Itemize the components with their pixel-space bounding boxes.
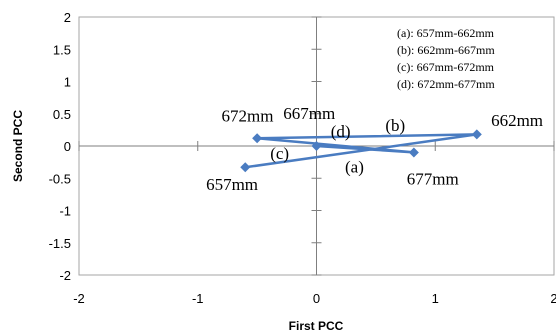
legend-entry: (d): 672mm-677mm bbox=[397, 77, 495, 91]
data-point-marker bbox=[240, 162, 251, 173]
y-tick-label: -1.5 bbox=[49, 236, 71, 251]
x-tick-label: 2 bbox=[550, 291, 556, 306]
annotation-label: (b) bbox=[385, 116, 405, 135]
x-tick-label: 1 bbox=[432, 291, 439, 306]
legend-entry: (b): 662mm-667mm bbox=[397, 43, 495, 57]
annotation-label: 672mm bbox=[222, 106, 274, 125]
x-tick-label: 0 bbox=[313, 291, 320, 306]
x-tick-label: -2 bbox=[73, 291, 85, 306]
annotation-label: (a) bbox=[345, 157, 364, 176]
x-tick-label: -1 bbox=[192, 291, 204, 306]
legend: (a): 657mm-662mm (b): 662mm-667mm (c): 667… bbox=[397, 26, 495, 91]
y-axis-title: Second PCC bbox=[11, 110, 25, 182]
annotation-label: 657mm bbox=[206, 175, 258, 194]
series-layer bbox=[240, 129, 482, 173]
x-axis-title: First PCC bbox=[289, 319, 344, 333]
y-tick-label: -0.5 bbox=[49, 171, 71, 186]
data-point-marker bbox=[471, 129, 482, 140]
tick-labels: -2 -1 0 1 2 2 1.5 1 0.5 0 -0.5 -1 -1.5 -2 bbox=[49, 10, 556, 306]
data-point-marker bbox=[252, 133, 263, 144]
annotation-label: (d) bbox=[331, 122, 351, 141]
y-tick-label: -1 bbox=[59, 204, 71, 219]
y-tick-label: 0.5 bbox=[53, 107, 71, 122]
y-tick-label: -2 bbox=[59, 268, 71, 283]
legend-entry: (c): 667mm-672mm bbox=[397, 60, 495, 74]
y-tick-label: 1 bbox=[64, 75, 71, 90]
y-tick-label: 2 bbox=[64, 10, 71, 25]
annotation-layer: 657mm 662mm 672mm 667mm 677mm (a) (b) (c) (d) bbox=[206, 104, 543, 194]
data-point-marker bbox=[408, 147, 419, 158]
annotation-label: (c) bbox=[270, 144, 289, 163]
data-point-marker bbox=[311, 141, 322, 151]
annotation-label: 677mm bbox=[407, 170, 459, 189]
y-tick-label: 0 bbox=[64, 139, 71, 154]
y-tick-label: 1.5 bbox=[53, 42, 71, 57]
annotation-label: 662mm bbox=[491, 111, 543, 130]
annotation-label: 667mm bbox=[283, 104, 335, 123]
legend-entry: (a): 657mm-662mm bbox=[397, 26, 495, 40]
